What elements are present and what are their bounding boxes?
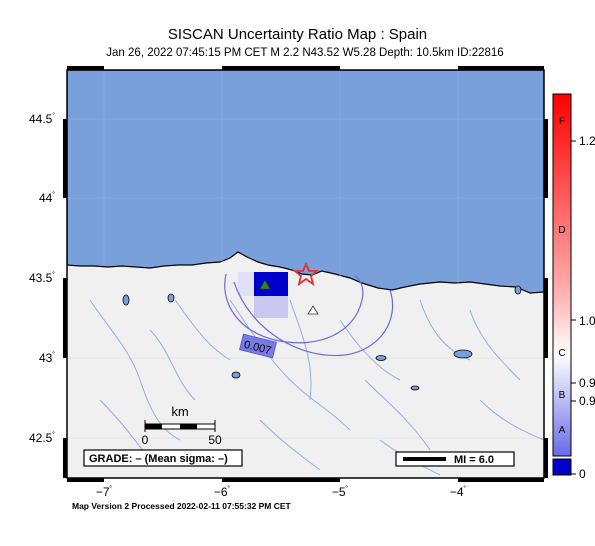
svg-text:−7˚: −7˚	[96, 485, 113, 499]
svg-text:C: C	[558, 348, 565, 359]
map-footer: Map Version 2 Processed 2022-02-11 07:55…	[72, 501, 291, 511]
sea-area	[67, 70, 544, 294]
longitude-labels: −7˚ −6˚ −5˚ −4˚	[96, 485, 467, 499]
svg-text:0: 0	[579, 467, 586, 481]
svg-text:1.2: 1.2	[579, 134, 595, 148]
uncertainty-contours	[224, 273, 394, 357]
triangle-outline-icon	[307, 305, 319, 315]
svg-text:GRADE: – (Mean sigma: –): GRADE: – (Mean sigma: –)	[89, 453, 228, 465]
svg-text:50: 50	[208, 433, 222, 447]
svg-text:D: D	[558, 225, 565, 236]
svg-text:−6˚: −6˚	[214, 485, 231, 499]
svg-text:−5˚: −5˚	[332, 485, 349, 499]
map-title: SISCAN Uncertainty Ratio Map : Spain	[167, 26, 428, 43]
svg-text:44.5˚: 44.5˚	[29, 112, 55, 126]
svg-text:A: A	[559, 425, 566, 436]
scale-bar: km 0 50	[142, 404, 222, 447]
svg-text:MI = 6.0: MI = 6.0	[454, 454, 494, 466]
svg-text:F: F	[559, 116, 565, 127]
map-border-ticks	[63, 66, 548, 482]
latitude-labels: 44.5˚ 44˚ 43.5˚ 43˚ 42.5˚	[29, 112, 55, 445]
rivers	[89, 299, 544, 476]
svg-text:42.5˚: 42.5˚	[29, 431, 55, 445]
svg-text:B: B	[559, 390, 566, 401]
star-icon	[292, 261, 320, 287]
svg-text:0: 0	[142, 433, 149, 447]
svg-text:43.5˚: 43.5˚	[29, 271, 55, 285]
triangle-up-icon	[259, 279, 271, 290]
grade-box: GRADE: – (Mean sigma: –)	[83, 449, 243, 467]
svg-text:0.9: 0.9	[579, 394, 595, 408]
svg-text:km: km	[171, 404, 188, 419]
svg-text:44˚: 44˚	[39, 191, 55, 205]
contour-label: 0.007	[239, 333, 277, 359]
svg-text:−4˚: −4˚	[450, 485, 467, 499]
uncertainty-cells	[238, 272, 288, 318]
map-subtitle: Jan 26, 2022 07:45:15 PM CET M 2.2 N43.5…	[106, 47, 504, 59]
svg-text:1.0: 1.0	[579, 314, 595, 328]
colorbar: F D C B A 1.2 1.0 0.9 0.9 0	[552, 93, 595, 481]
svg-text:0.9: 0.9	[579, 376, 595, 390]
svg-text:43˚: 43˚	[39, 351, 55, 365]
mi-legend-box: MI = 6.0	[395, 451, 515, 467]
